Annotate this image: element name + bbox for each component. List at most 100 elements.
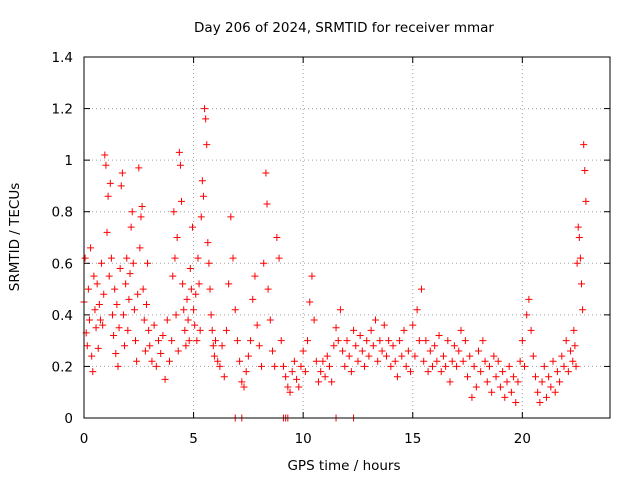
data-point bbox=[188, 223, 196, 231]
data-point bbox=[288, 368, 296, 376]
data-point bbox=[93, 280, 101, 288]
data-point bbox=[175, 148, 183, 156]
data-point bbox=[242, 368, 250, 376]
data-point bbox=[142, 301, 150, 309]
data-point bbox=[150, 321, 158, 329]
data-point bbox=[523, 311, 531, 319]
data-point bbox=[255, 342, 263, 350]
data-point bbox=[112, 350, 120, 358]
data-points bbox=[80, 105, 590, 422]
data-point bbox=[538, 378, 546, 386]
data-point bbox=[236, 357, 244, 365]
data-point bbox=[238, 378, 246, 386]
data-point bbox=[193, 337, 201, 345]
data-point bbox=[233, 337, 241, 345]
data-point bbox=[308, 272, 316, 280]
data-point bbox=[461, 337, 469, 345]
data-point bbox=[244, 352, 252, 360]
data-point bbox=[391, 357, 399, 365]
data-point bbox=[113, 301, 121, 309]
data-point bbox=[582, 197, 590, 205]
x-tick-label: 15 bbox=[404, 431, 421, 447]
y-tick-label: 0.8 bbox=[52, 205, 73, 221]
data-point bbox=[567, 347, 575, 355]
data-point bbox=[132, 337, 140, 345]
data-point bbox=[207, 311, 215, 319]
data-point bbox=[356, 331, 364, 339]
data-point bbox=[413, 306, 421, 314]
data-point bbox=[155, 337, 163, 345]
data-point bbox=[170, 208, 178, 216]
data-point bbox=[181, 326, 189, 334]
data-point bbox=[136, 244, 144, 252]
data-point bbox=[199, 192, 207, 200]
data-point bbox=[227, 213, 235, 221]
data-point bbox=[172, 311, 180, 319]
data-point bbox=[457, 326, 465, 334]
data-point bbox=[81, 254, 89, 262]
data-point bbox=[173, 234, 181, 241]
data-point bbox=[141, 347, 149, 355]
data-point bbox=[564, 368, 572, 376]
data-point bbox=[129, 259, 137, 267]
data-point bbox=[225, 280, 233, 288]
data-point bbox=[133, 357, 141, 365]
data-point bbox=[168, 337, 176, 345]
data-point bbox=[459, 357, 467, 365]
data-point bbox=[206, 285, 214, 293]
data-point bbox=[545, 373, 553, 381]
data-point bbox=[534, 388, 542, 396]
data-point bbox=[96, 316, 104, 324]
data-point bbox=[455, 347, 463, 355]
x-tick-label: 10 bbox=[295, 431, 312, 447]
data-point bbox=[284, 383, 292, 391]
data-point bbox=[574, 223, 582, 231]
y-axis-label: SRMTID / TECUs bbox=[7, 183, 23, 291]
data-point bbox=[127, 223, 135, 231]
data-point bbox=[433, 357, 441, 365]
data-point bbox=[352, 342, 360, 350]
data-point bbox=[466, 352, 474, 360]
data-point bbox=[135, 164, 143, 172]
data-point bbox=[134, 290, 142, 298]
data-point bbox=[102, 161, 110, 169]
data-point bbox=[159, 331, 167, 339]
data-point bbox=[240, 383, 248, 391]
data-point bbox=[140, 316, 148, 324]
data-point bbox=[562, 337, 570, 345]
data-point bbox=[398, 352, 406, 360]
data-point bbox=[89, 368, 97, 376]
data-point bbox=[369, 342, 377, 350]
data-point bbox=[209, 342, 217, 350]
data-point bbox=[581, 166, 589, 174]
data-point bbox=[264, 285, 272, 293]
data-point bbox=[273, 234, 281, 241]
data-point bbox=[260, 259, 268, 267]
data-point bbox=[516, 357, 524, 365]
data-point bbox=[222, 326, 230, 334]
y-tick-label: 1.4 bbox=[52, 50, 73, 66]
data-point bbox=[312, 357, 320, 365]
data-point bbox=[315, 378, 323, 386]
data-point bbox=[510, 373, 518, 381]
chart-title: Day 206 of 2024, SRMTID for receiver mma… bbox=[194, 20, 494, 36]
data-point bbox=[144, 259, 152, 267]
data-point bbox=[178, 197, 186, 205]
data-point bbox=[448, 357, 456, 365]
data-point bbox=[251, 272, 259, 280]
data-point bbox=[205, 259, 213, 267]
data-point bbox=[367, 326, 375, 334]
data-point bbox=[496, 383, 504, 391]
data-point bbox=[503, 378, 511, 386]
data-point bbox=[525, 295, 533, 303]
data-point bbox=[179, 280, 187, 288]
data-point bbox=[88, 352, 96, 360]
data-point bbox=[114, 362, 122, 370]
data-point bbox=[507, 388, 515, 396]
data-point bbox=[573, 259, 581, 267]
data-point bbox=[420, 357, 428, 365]
y-tick-label: 1.2 bbox=[52, 102, 73, 118]
data-point bbox=[387, 362, 395, 370]
data-point bbox=[169, 272, 177, 280]
data-point bbox=[85, 316, 93, 324]
